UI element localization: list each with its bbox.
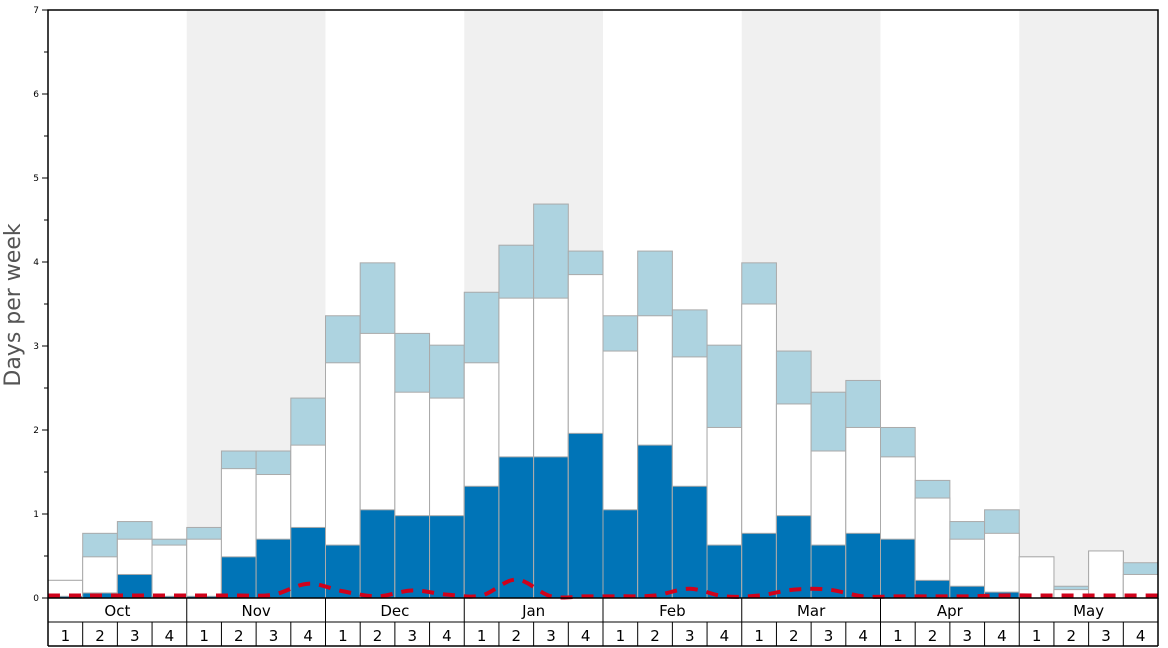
bar-bottom <box>533 456 569 599</box>
week-label: 3 <box>962 627 972 645</box>
y-tick-label: 6 <box>33 90 39 100</box>
y-tick-label: 7 <box>33 6 39 16</box>
bar-middle <box>1088 550 1124 599</box>
bar-bottom <box>775 515 812 599</box>
bar-bottom <box>394 515 431 599</box>
week-label: 2 <box>1067 627 1077 645</box>
bar-bottom <box>290 526 326 599</box>
bar-middle <box>82 556 118 599</box>
month-label: Jan <box>521 602 545 620</box>
week-label: 4 <box>303 627 313 645</box>
week-label: 2 <box>512 627 522 645</box>
week-label: 2 <box>234 627 244 645</box>
week-label: 3 <box>1101 627 1111 645</box>
week-label: 1 <box>61 627 71 645</box>
series-line <box>47 577 1158 600</box>
week-label: 4 <box>442 627 452 645</box>
bar-middle <box>186 538 222 599</box>
bar-bottom <box>880 538 916 599</box>
bar-bottom <box>706 544 743 599</box>
week-label: 3 <box>407 627 417 645</box>
bar-bottom <box>602 509 639 599</box>
bar-middle <box>151 544 188 599</box>
week-label: 1 <box>338 627 348 645</box>
month-label: Mar <box>797 602 826 620</box>
week-label: 1 <box>893 627 903 645</box>
week-label: 4 <box>581 627 591 645</box>
week-label: 2 <box>650 627 660 645</box>
bar-bottom <box>463 485 500 599</box>
month-label: Apr <box>937 602 964 620</box>
month-label: Nov <box>241 602 270 620</box>
dashed-line <box>47 577 1158 600</box>
bars <box>47 203 1159 599</box>
week-label: 3 <box>269 627 279 645</box>
week-label: 2 <box>928 627 938 645</box>
y-tick-label: 0 <box>33 594 39 604</box>
week-label: 1 <box>616 627 626 645</box>
bar-bottom <box>845 532 881 599</box>
month-label: May <box>1073 602 1104 620</box>
bar-bottom <box>220 556 257 599</box>
bar-bottom <box>741 532 777 599</box>
week-label: 2 <box>789 627 799 645</box>
bar-bottom <box>498 456 535 599</box>
week-label: 4 <box>720 627 730 645</box>
month-label: Feb <box>659 602 686 620</box>
y-axis-label: Days per week <box>1 223 26 386</box>
y-tick-label: 3 <box>33 342 39 352</box>
week-label: 3 <box>130 627 140 645</box>
week-label: 1 <box>754 627 764 645</box>
shade-may <box>1019 10 1158 598</box>
week-label: 3 <box>685 627 695 645</box>
bar-middle <box>1018 556 1055 599</box>
week-label: 1 <box>1032 627 1042 645</box>
y-tick-label: 5 <box>33 174 39 184</box>
week-label: 3 <box>824 627 834 645</box>
week-label: 4 <box>165 627 175 645</box>
y-tick-label: 1 <box>33 510 39 520</box>
bar-bottom <box>429 515 465 599</box>
y-tick-label: 2 <box>33 426 39 436</box>
bar-bottom <box>637 444 673 599</box>
axes: 0 1 2 3 4 5 6 7 Oct 1 2 3 4 Nov 1 2 3 4 Dec 1 2 3 4 Jan 1 2 3 4 Feb 1… <box>33 6 1159 647</box>
y-tick-label: 4 <box>33 258 39 268</box>
bar-bottom <box>671 485 708 599</box>
week-label: 4 <box>1136 627 1146 645</box>
week-label: 2 <box>373 627 383 645</box>
month-label: Oct <box>104 602 130 620</box>
week-label: 2 <box>95 627 105 645</box>
bar-bottom <box>567 432 604 599</box>
bar-middle <box>984 532 1020 599</box>
week-label: 1 <box>199 627 209 645</box>
week-label: 3 <box>546 627 556 645</box>
month-label: Dec <box>380 602 409 620</box>
week-label: 1 <box>477 627 487 645</box>
week-label: 4 <box>997 627 1007 645</box>
week-label: 4 <box>858 627 868 645</box>
bar-bottom <box>359 509 396 599</box>
